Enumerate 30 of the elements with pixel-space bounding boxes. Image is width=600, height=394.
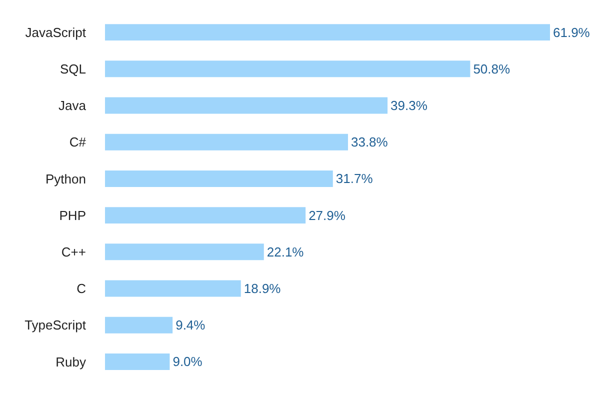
data-label: 9.4%: [176, 318, 206, 333]
y-tick-label: JavaScript: [25, 24, 86, 40]
data-label: 39.3%: [390, 98, 428, 114]
bar: [105, 316, 173, 334]
data-label: 22.1%: [266, 244, 304, 260]
bar: [105, 134, 348, 150]
y-tick-label: C: [76, 281, 86, 296]
data-label: 31.7%: [336, 171, 374, 186]
bar: [105, 60, 470, 78]
data-label: 33.8%: [350, 134, 388, 150]
bar: [105, 353, 170, 370]
y-tick-label: Java: [58, 98, 87, 114]
y-tick-label: TypeScript: [24, 318, 86, 333]
data-label: 9.0%: [172, 354, 203, 370]
y-tick-label: C++: [61, 244, 86, 260]
data-label: 27.9%: [308, 208, 346, 223]
y-tick-label: C#: [69, 134, 87, 150]
data-label: 61.9%: [553, 24, 590, 40]
y-tick-label: Python: [46, 171, 86, 186]
y-tick-label: SQL: [60, 61, 86, 76]
bar: [105, 97, 388, 114]
bar: [105, 24, 550, 41]
y-tick-label: Ruby: [56, 354, 86, 370]
bar: [105, 207, 306, 224]
data-label: 50.8%: [473, 61, 510, 76]
data-label: 18.9%: [244, 281, 282, 296]
bar: [105, 170, 333, 187]
bar: [105, 280, 241, 297]
y-tick-label: PHP: [59, 208, 86, 223]
bar: [105, 244, 264, 260]
